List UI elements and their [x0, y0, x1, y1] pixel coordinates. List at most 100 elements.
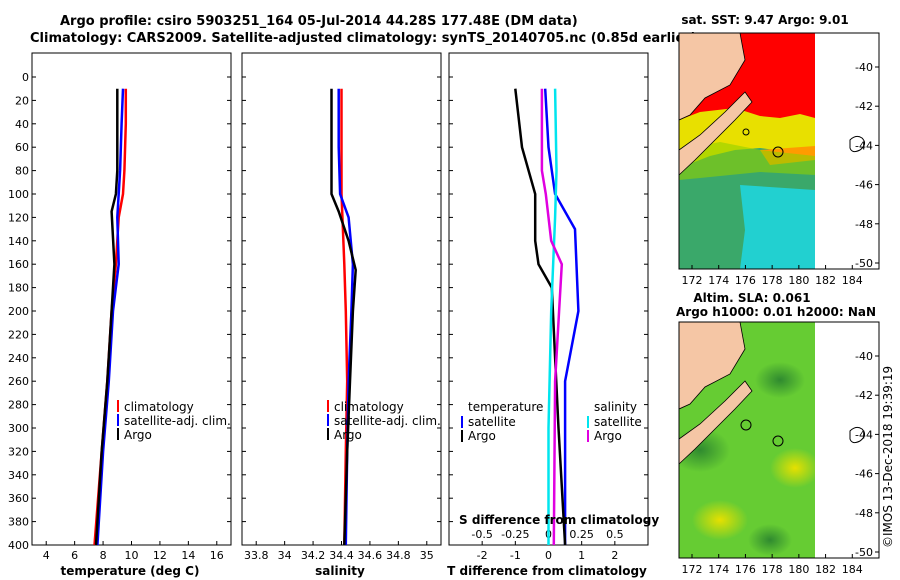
legend-t-argo-label: Argo	[468, 429, 496, 443]
sla-nodata	[815, 322, 879, 558]
s-tick-label: -0.25	[501, 528, 529, 541]
series-line-t-satellite	[543, 88, 580, 545]
y-tick-label: 0	[22, 71, 29, 84]
series-line-argo	[330, 88, 357, 546]
y-tick-label: 340	[8, 469, 29, 482]
difference-legend: temperature satellite Argo salinity sate…	[461, 400, 642, 443]
x-tick-label: 16	[210, 549, 224, 562]
sla-argo-marker	[772, 435, 784, 447]
difference-chart: -2 -1 0 1 2-0.5 -0.25 0 0.25 0.5	[448, 52, 649, 562]
y-tick-label: 40	[15, 118, 29, 131]
map-lon-label: 184	[842, 274, 863, 287]
y-tick-label: 400	[8, 539, 29, 552]
legend-satellite-label: satellite-adj. clim.	[334, 414, 441, 428]
sla-high-patch	[692, 500, 748, 540]
map-lon-label: 182	[815, 274, 836, 287]
map-lat-label: -50	[855, 257, 873, 270]
series-line-climatology	[340, 88, 349, 546]
x-tick-label: 6	[71, 549, 78, 562]
sla-high-patch	[770, 448, 815, 488]
sla-map-title-2: Argo h1000: 0.01 h2000: NaN	[676, 305, 876, 319]
y-tick-label: 60	[15, 141, 29, 154]
map-lat-label: -46	[855, 179, 873, 192]
t-difference-xlabel: T difference from climatology	[447, 564, 647, 578]
map-lon-label: 176	[735, 563, 756, 576]
salinity-legend: climatology satellite-adj. clim. Argo	[327, 400, 441, 442]
sst-field	[679, 33, 815, 269]
map-lon-label: 180	[788, 563, 809, 576]
map-lat-label: -42	[855, 389, 873, 402]
y-tick-label: 100	[8, 188, 29, 201]
map-lon-label: 174	[708, 563, 729, 576]
map-lat-label: -46	[855, 468, 873, 481]
salinity-xlabel: salinity	[315, 564, 365, 578]
y-tick-label: 220	[8, 328, 29, 341]
sla-chatham-island	[849, 426, 866, 444]
sst-nodata	[815, 33, 879, 269]
map-lat-label: -50	[855, 546, 873, 559]
x-tick-label: 0	[545, 549, 552, 562]
map-lon-label: 178	[762, 563, 783, 576]
legend-argo-label: Argo	[124, 428, 152, 442]
x-tick-label: 34.4	[329, 549, 354, 562]
x-tick-label: 1	[578, 549, 585, 562]
x-tick-label: 4	[43, 549, 50, 562]
x-tick-label: 35	[420, 549, 434, 562]
map-lat-label: -48	[855, 218, 873, 231]
series-line-t-argo	[514, 88, 567, 546]
x-tick-label: 34.2	[301, 549, 326, 562]
y-tick-label: 120	[8, 211, 29, 224]
legend-s-satellite-label: satellite	[594, 415, 642, 429]
map-lon-label: 182	[815, 563, 836, 576]
y-tick-label: 80	[15, 165, 29, 178]
legend-temperature-title: temperature	[468, 400, 543, 414]
imos-watermark: ©IMOS 13-Dec-2018 19:39:19	[881, 366, 895, 548]
legend-satellite-label: satellite-adj. clim.	[124, 414, 231, 428]
y-tick-label: 280	[8, 399, 29, 412]
sla-low-patch	[755, 362, 805, 398]
y-tick-label: 380	[8, 516, 29, 529]
sst-argo-marker	[772, 146, 784, 158]
map-lat-label: -40	[855, 350, 873, 363]
map-lon-label: 172	[682, 274, 703, 287]
map-lat-label: -48	[855, 507, 873, 520]
map-lon-label: 172	[682, 563, 703, 576]
x-tick-label: 34.8	[386, 549, 411, 562]
s-difference-label: S difference from climatology	[459, 513, 659, 527]
legend-climatology-label: climatology	[334, 400, 404, 414]
x-tick-label: 34.6	[358, 549, 383, 562]
map-lon-label: 174	[708, 274, 729, 287]
series-line-satellite-adj-clim-	[96, 88, 125, 546]
map-lon-label: 184	[842, 563, 863, 576]
x-tick-label: 12	[153, 549, 167, 562]
y-tick-label: 360	[8, 492, 29, 505]
series-line-argo	[94, 88, 119, 546]
y-tick-label: 260	[8, 375, 29, 388]
y-tick-label: 240	[8, 352, 29, 365]
x-tick-label: 14	[181, 549, 195, 562]
sla-island-marker	[740, 419, 752, 431]
temperature-legend: climatology satellite-adj. clim. Argo	[117, 400, 231, 442]
title-line-2: Climatology: CARS2009. Satellite-adjuste…	[30, 31, 697, 46]
x-tick-label: 8	[100, 549, 107, 562]
map-lon-label: 176	[735, 274, 756, 287]
s-tick-label: 0.25	[569, 528, 594, 541]
sst-island-marker	[742, 128, 750, 136]
sst-map: 172 174 176 178 180 182 184 -40 -42 -44 -46 -48 -50	[678, 32, 880, 287]
sst-frame	[678, 32, 880, 270]
sla-frame	[678, 321, 880, 559]
y-tick-label: 160	[8, 258, 29, 271]
x-tick-label: 10	[125, 549, 139, 562]
y-tick-label: 20	[15, 94, 29, 107]
sla-land	[679, 322, 746, 410]
temperature-chart: 0 20 40 60 80 100 120 140 160 180 200 220 240 260 280 3…	[8, 52, 232, 562]
map-lat-label: -44	[855, 428, 873, 441]
sst-lightgreen-band	[679, 142, 815, 180]
y-tick-label: 320	[8, 445, 29, 458]
map-lat-label: -42	[855, 100, 873, 113]
map-lon-label: 178	[762, 274, 783, 287]
x-tick-label: 2	[611, 549, 618, 562]
title-line-1: Argo profile: csiro 5903251_164 05-Jul-2…	[60, 14, 578, 29]
legend-argo-label: Argo	[334, 428, 362, 442]
sla-map: 172 174 176 178 180 182 184 -40 -42 -44 -46 -48 -50	[678, 321, 880, 576]
